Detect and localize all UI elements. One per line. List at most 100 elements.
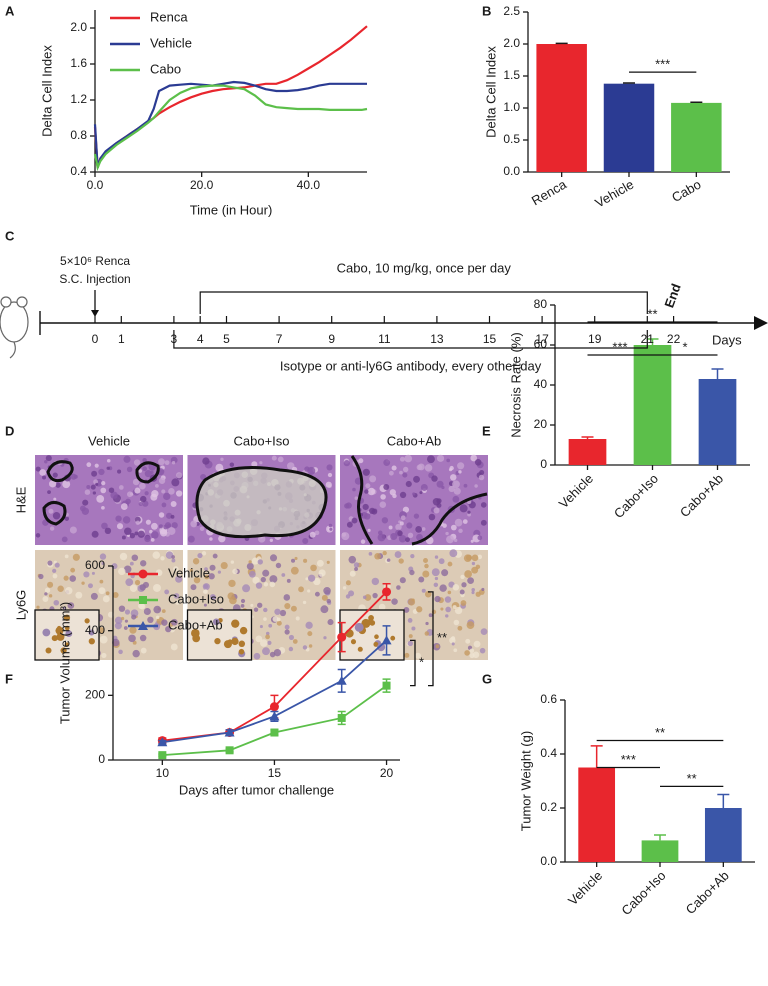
cell [160, 556, 165, 561]
significance-label: ** [655, 725, 665, 740]
significance-label: ** [647, 306, 657, 321]
cell [139, 634, 147, 642]
y-axis-title: Delta Cell Index [39, 45, 54, 137]
stained-cell [212, 618, 220, 626]
cell [305, 621, 313, 629]
stained-cell [350, 639, 357, 645]
cell [302, 600, 307, 605]
cell [295, 616, 300, 621]
cell [363, 513, 371, 520]
cell [220, 561, 228, 570]
cell [165, 625, 172, 633]
column-label: Cabo+Iso [233, 433, 289, 448]
cell [45, 455, 52, 462]
cell [260, 576, 266, 583]
cell [126, 466, 133, 473]
cell [96, 495, 105, 503]
row-label: Ly6G [13, 590, 28, 621]
cell [316, 559, 324, 567]
stained-cell [377, 643, 386, 652]
cell [165, 512, 173, 519]
cell [399, 470, 403, 475]
cell [118, 649, 123, 655]
cell [447, 590, 452, 595]
cell [144, 535, 151, 543]
cell [473, 640, 481, 648]
bar [536, 44, 587, 172]
cell [47, 581, 54, 588]
cell [412, 492, 416, 496]
cell [403, 607, 410, 613]
cell [434, 555, 439, 559]
cell [415, 652, 421, 659]
cell [138, 602, 145, 610]
cell [428, 613, 433, 618]
cell [104, 527, 112, 535]
cell [465, 638, 471, 644]
cell [319, 572, 324, 577]
cell [42, 596, 49, 602]
stained-cell [63, 614, 71, 621]
cell [55, 482, 61, 488]
cell [52, 472, 58, 478]
cell [329, 527, 333, 531]
cell [420, 483, 428, 491]
cell [253, 652, 261, 660]
cell [407, 640, 414, 647]
cell [95, 482, 99, 486]
cell [35, 466, 41, 472]
cell [102, 595, 110, 603]
cell [53, 497, 57, 501]
cell [450, 524, 457, 531]
cell [284, 624, 290, 630]
cell [124, 609, 131, 615]
cell [121, 616, 125, 621]
series-line [93, 84, 368, 172]
y-tick-label: 20 [534, 417, 548, 431]
cell [193, 576, 201, 584]
cell [434, 576, 439, 581]
series-line [93, 80, 367, 168]
cell [423, 558, 428, 564]
necrosis-outline [350, 455, 374, 545]
y-tick-label: 0.8 [70, 128, 87, 142]
cell [428, 513, 436, 521]
cell [106, 466, 110, 470]
cell [120, 503, 128, 510]
cell [147, 616, 154, 624]
x-axis-title: Time (in Hour) [190, 202, 273, 217]
day-label: 17 [535, 332, 549, 346]
cell [323, 636, 327, 640]
cell [354, 496, 359, 500]
cell [481, 587, 485, 592]
cell [139, 482, 146, 490]
stained-cell [64, 625, 70, 631]
cell [53, 599, 60, 606]
cell [458, 470, 462, 474]
day-label: 13 [430, 332, 444, 346]
cell [204, 574, 210, 580]
cell [62, 480, 71, 489]
cell [230, 560, 235, 564]
cell [208, 573, 215, 580]
cell [98, 587, 106, 595]
days-label: Days [712, 332, 742, 347]
stained-cell [64, 642, 70, 647]
x-tick-label: Vehicle [592, 177, 636, 211]
cell [358, 458, 364, 464]
cell [170, 618, 178, 626]
cell [138, 501, 143, 507]
panel-label: G [482, 671, 492, 686]
cell [229, 462, 235, 467]
cell [288, 634, 295, 640]
y-tick-label: 1.0 [503, 100, 520, 114]
stained-cell [88, 638, 95, 645]
error-bar [654, 834, 666, 841]
cell [436, 498, 442, 504]
x-tick-label: Renca [529, 176, 570, 208]
cell [308, 644, 313, 648]
mouse-icon [0, 296, 29, 359]
cell [126, 491, 133, 498]
panel-label: D [5, 423, 14, 438]
stained-cell [239, 626, 248, 635]
